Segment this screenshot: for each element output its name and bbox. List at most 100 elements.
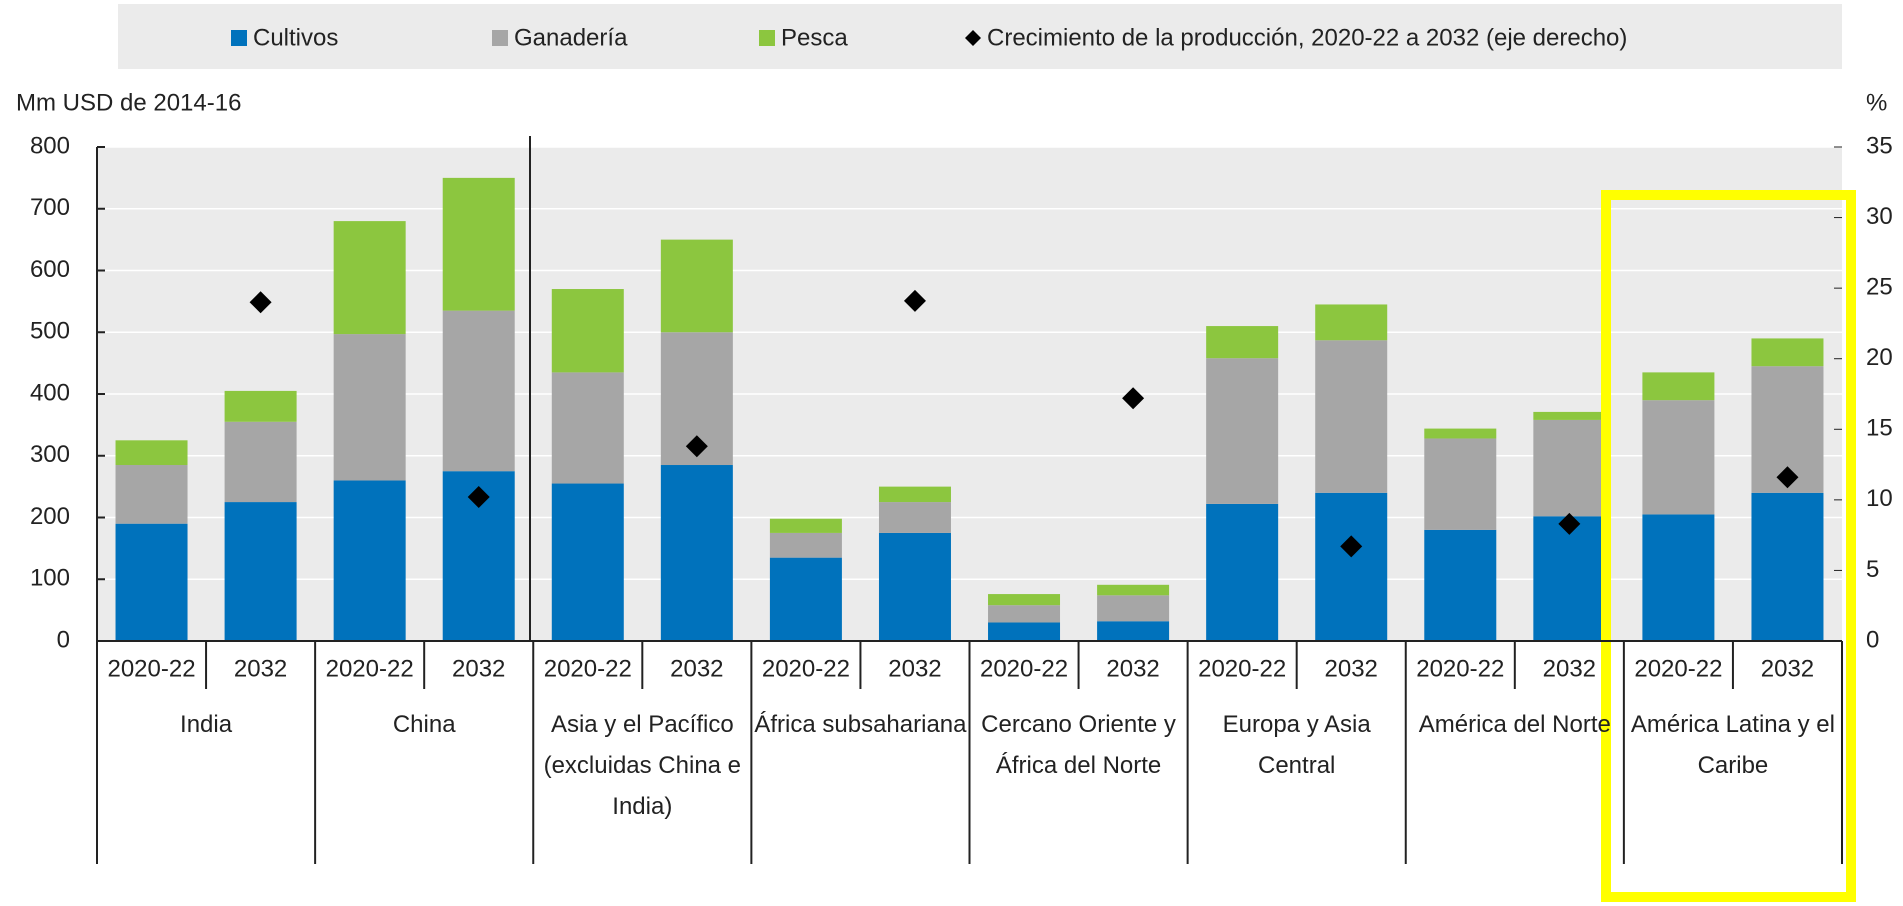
y-axis-title: Mm USD de 2014-16	[16, 89, 241, 116]
bar-segment	[769, 557, 842, 641]
y2-tick-label: 30	[1866, 203, 1893, 230]
legend-swatch	[492, 30, 508, 46]
legend-label: Pesca	[781, 24, 848, 51]
bar-segment	[1424, 438, 1497, 530]
bar-segment	[660, 465, 733, 641]
bar-segment	[551, 289, 624, 373]
bar-segment	[1642, 372, 1715, 401]
y2-tick-label: 0	[1866, 626, 1879, 653]
y-tick-label: 700	[30, 194, 70, 221]
legend-label: Crecimiento de la producción, 2020-22 a …	[987, 24, 1627, 51]
bar-segment	[1206, 503, 1279, 641]
marker	[685, 435, 708, 458]
x-tick-label: 2020-22	[107, 655, 195, 682]
x-tick-label: 2020-22	[1634, 655, 1722, 682]
bar-segment	[115, 440, 188, 466]
marker	[903, 289, 926, 312]
bar-segment	[1097, 584, 1170, 596]
bar-segment	[1206, 326, 1279, 359]
bar-segment	[224, 390, 297, 422]
bar-segment	[1642, 514, 1715, 641]
x-tick-label: 2032	[670, 655, 723, 682]
marker	[249, 291, 272, 314]
bar-segment	[1097, 621, 1170, 641]
group-label: Cercano Oriente y África del Norte	[981, 711, 1176, 779]
y-tick-label: 500	[30, 318, 70, 345]
bar-segment	[988, 594, 1061, 606]
highlight-box	[1601, 190, 1856, 902]
bar-segment	[1206, 358, 1279, 504]
y2-tick-label: 10	[1866, 485, 1893, 512]
y2-axis-title: %	[1866, 89, 1887, 116]
bar-segment	[333, 480, 406, 641]
x-tick-label: 2020-22	[1416, 655, 1504, 682]
bar-segment	[769, 532, 842, 558]
bar-segment	[224, 421, 297, 503]
bar-segment	[988, 605, 1061, 623]
x-tick-label: 2020-22	[544, 655, 632, 682]
bar-segment	[769, 518, 842, 533]
y2-tick-label: 15	[1866, 415, 1893, 442]
y-tick-label: 600	[30, 256, 70, 283]
bar-segment	[1424, 529, 1497, 641]
x-tick-label: 2032	[1543, 655, 1596, 682]
bar-segment	[660, 239, 733, 333]
bar-segment	[1533, 419, 1606, 517]
y-tick-label: 300	[30, 441, 70, 468]
bar-segment	[1315, 304, 1388, 341]
bar-segment	[551, 483, 624, 641]
y-tick-label: 400	[30, 379, 70, 406]
x-tick-label: 2032	[1761, 655, 1814, 682]
legend-box	[118, 4, 1842, 69]
bar-segment	[442, 177, 515, 311]
bar-segment	[442, 310, 515, 472]
bar-segment	[988, 622, 1061, 641]
bar-segment	[1424, 428, 1497, 439]
bar-segment	[551, 372, 624, 484]
y2-tick-label: 20	[1866, 344, 1893, 371]
x-tick-label: 2032	[1106, 655, 1159, 682]
group-label: Europa y Asia Central	[1222, 711, 1371, 779]
x-tick-label: 2020-22	[980, 655, 1068, 682]
group-label: Asia y el Pacífico (excluidas China e In…	[543, 711, 742, 820]
bar-segment	[878, 502, 951, 533]
bar-segment	[1315, 492, 1388, 641]
bar-segment	[224, 502, 297, 641]
y-tick-label: 0	[57, 626, 70, 653]
marker	[467, 486, 490, 509]
bar-segment	[1097, 595, 1170, 622]
bar-segment	[115, 523, 188, 641]
x-tick-label: 2020-22	[762, 655, 850, 682]
bar-segment	[878, 486, 951, 503]
x-tick-label: 2032	[1325, 655, 1378, 682]
x-tick-label: 2032	[452, 655, 505, 682]
bar-segment	[1315, 340, 1388, 493]
group-label: América Latina y el Caribe	[1630, 711, 1835, 779]
marker	[1340, 535, 1363, 558]
y-tick-label: 800	[30, 132, 70, 159]
legend-label: Ganadería	[514, 24, 628, 51]
x-tick-label: 2032	[888, 655, 941, 682]
bar-segment	[333, 221, 406, 335]
legend-label: Cultivos	[253, 24, 338, 51]
bar-segment	[878, 532, 951, 641]
marker	[1122, 387, 1145, 410]
x-tick-label: 2020-22	[1198, 655, 1286, 682]
bar-segment	[1533, 516, 1606, 641]
legend-swatch	[231, 30, 247, 46]
group-label: India	[180, 711, 233, 738]
bar-segment	[1642, 400, 1715, 515]
marker	[1776, 466, 1799, 489]
legend-swatch	[759, 30, 775, 46]
y-tick-label: 100	[30, 565, 70, 592]
bar-segment	[115, 465, 188, 524]
bar-segment	[1751, 338, 1824, 367]
x-tick-label: 2020-22	[326, 655, 414, 682]
group-label: África subsahariana	[754, 711, 967, 738]
x-tick-label: 2032	[234, 655, 287, 682]
bar-segment	[1533, 411, 1606, 420]
legend-marker	[965, 30, 981, 46]
group-label: América del Norte	[1418, 711, 1611, 738]
